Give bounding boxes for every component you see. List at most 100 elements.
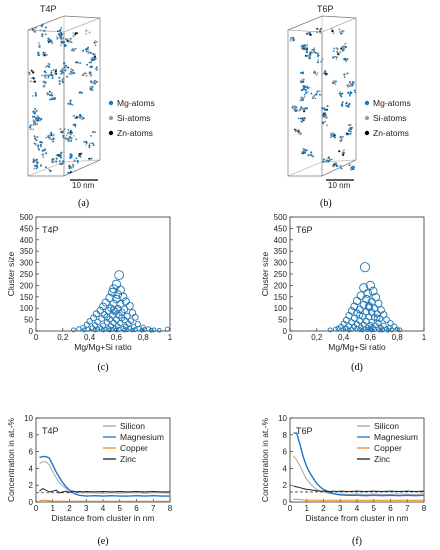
panel-a-atom-mark bbox=[70, 167, 73, 169]
chart-d-point bbox=[380, 327, 385, 333]
chart-d-point bbox=[359, 300, 368, 309]
panel-b-atom-mark bbox=[303, 88, 306, 91]
panel-b-atom-mark bbox=[352, 166, 356, 169]
chart-d-ytick-label: 400 bbox=[274, 236, 288, 245]
panel-b-atom-mark bbox=[306, 85, 309, 88]
panel-b-legend-zn-label: Zn-atoms bbox=[373, 128, 409, 138]
panel-a-atom-mark bbox=[33, 112, 36, 115]
chart-f-xtick-label: 8 bbox=[422, 504, 427, 513]
chart-d-point bbox=[338, 323, 344, 330]
chart-d-ytick-label: 50 bbox=[278, 316, 287, 325]
panel-a-atom-mark bbox=[49, 169, 52, 173]
chart-d-ytick-label: 0 bbox=[283, 327, 288, 336]
panel-b-atom-mark bbox=[324, 70, 327, 73]
panel-b-atom-mark bbox=[339, 94, 342, 97]
chart-e-series-copper-line bbox=[39, 499, 170, 502]
panel-b-atom-mark bbox=[302, 80, 305, 83]
panel-b-atom-mark bbox=[317, 90, 319, 93]
panel-a-atom-mark bbox=[54, 70, 57, 73]
panel-a-atom-mark bbox=[33, 115, 36, 118]
panel-a-atom-mark bbox=[92, 52, 95, 56]
panel-a-atom-mark bbox=[50, 131, 53, 135]
panel-a-atom-mark bbox=[64, 69, 67, 72]
panel-b-atom-mark bbox=[291, 106, 294, 109]
panel-a-atom-mark bbox=[61, 67, 64, 71]
panel-a-atom-mark bbox=[32, 77, 35, 80]
panel-b-atom-mark bbox=[320, 60, 322, 63]
panel-a-atom-mark bbox=[71, 68, 73, 71]
panel-a-atom-mark bbox=[67, 129, 70, 131]
panel-a-atom-mark bbox=[40, 145, 42, 148]
chart-c-ytick-label: 0 bbox=[29, 327, 34, 336]
panel-a-atom-mark bbox=[44, 152, 47, 155]
panel-b-atom-mark bbox=[308, 57, 311, 60]
panel-b-atom-mark bbox=[294, 107, 297, 110]
panel-b-atom-mark bbox=[305, 107, 309, 110]
panel-b-atom-mark bbox=[326, 108, 329, 111]
panel-a-atom-mark bbox=[55, 160, 58, 163]
panel-b-atom-mark bbox=[343, 76, 346, 78]
panel-a-atom-mark bbox=[94, 55, 96, 58]
panel-b-atom-mark bbox=[349, 124, 351, 126]
panel-b-atom-mark bbox=[312, 95, 315, 98]
panel-a-atom-mark bbox=[77, 161, 79, 164]
chart-d-point bbox=[346, 327, 352, 333]
panel-a-atom-mark bbox=[88, 157, 91, 160]
chart-f-ylabel: Concentration in at.-% bbox=[260, 418, 270, 503]
panel-b-atom-mark bbox=[319, 27, 323, 30]
panel-b-atom-mark bbox=[347, 91, 350, 94]
panel-b-atom-mark bbox=[321, 107, 324, 110]
panel-a-atom-mark bbox=[46, 93, 49, 96]
panel-a-atom-mark bbox=[61, 71, 64, 74]
panel-b-atom-mark bbox=[297, 132, 300, 135]
chart-d-point bbox=[368, 318, 375, 326]
chart-f-ytick-label: 6 bbox=[283, 448, 288, 457]
panel-a-atom-mark bbox=[89, 51, 93, 54]
panel-a-atom-mark bbox=[47, 65, 51, 68]
chart-c-point bbox=[81, 327, 87, 333]
panel-a-atom-mark bbox=[72, 48, 74, 51]
panel-b-atom-mark bbox=[298, 109, 301, 112]
panel-a-atom-mark bbox=[44, 75, 47, 79]
chart-c-ytick-label: 250 bbox=[20, 270, 34, 279]
panel-b-atom-mark bbox=[339, 30, 342, 33]
panel-a-legend-si-label: Si-atoms bbox=[117, 113, 151, 123]
panel-b-atom-mark bbox=[299, 117, 302, 120]
chart-d-point bbox=[391, 323, 398, 330]
panel-a-atom-mark bbox=[67, 102, 70, 105]
panel-a-atom-mark bbox=[95, 66, 98, 69]
panel-a-atom-mark bbox=[95, 68, 98, 71]
chart-c-xtick-label: 0 bbox=[34, 333, 39, 342]
panel-b-atom-mark bbox=[347, 124, 350, 126]
panel-b-atom-mark bbox=[339, 136, 341, 139]
panel-a-atom-mark bbox=[88, 31, 91, 34]
panel-b-atom-mark bbox=[341, 45, 345, 48]
panel-a-legend: Mg-atoms Si-atoms Zn-atoms bbox=[108, 98, 155, 138]
panel-a-atom-mark bbox=[85, 32, 87, 35]
panel-a-atom-mark bbox=[47, 77, 50, 79]
panel-a-atom-mark bbox=[59, 70, 62, 72]
panel-a-atom-mark bbox=[76, 61, 78, 64]
panel-a-atom-mark bbox=[73, 114, 76, 117]
panel-a-title: T4P bbox=[40, 4, 57, 14]
panel-b-atom-mark bbox=[302, 99, 305, 101]
chart-c-point bbox=[113, 327, 119, 333]
panel-a-atom-mark bbox=[35, 158, 38, 161]
panel-a-atom-mark bbox=[30, 69, 33, 72]
chart-c-point bbox=[121, 327, 127, 333]
panel-b-atom-mark bbox=[322, 158, 325, 161]
panel-a-atom-mark bbox=[62, 70, 65, 73]
panel-a-atom-mark bbox=[80, 152, 83, 155]
chart-c-point bbox=[76, 326, 82, 332]
panel-b-atom-mark bbox=[344, 42, 347, 45]
panel-b-atom-mark bbox=[330, 132, 333, 135]
chart-d-point bbox=[359, 262, 371, 273]
panel-a-atom-mark bbox=[50, 92, 52, 94]
chart-c-point bbox=[101, 298, 110, 307]
panel-b-atom-mark bbox=[321, 58, 324, 61]
panel-a-atom-mark bbox=[30, 128, 32, 131]
chart-c-point bbox=[139, 327, 145, 333]
panel-b-atom-mark bbox=[289, 36, 292, 39]
panel-a-atom-mark bbox=[60, 72, 63, 75]
chart-e-ytick-label: 8 bbox=[29, 431, 34, 440]
